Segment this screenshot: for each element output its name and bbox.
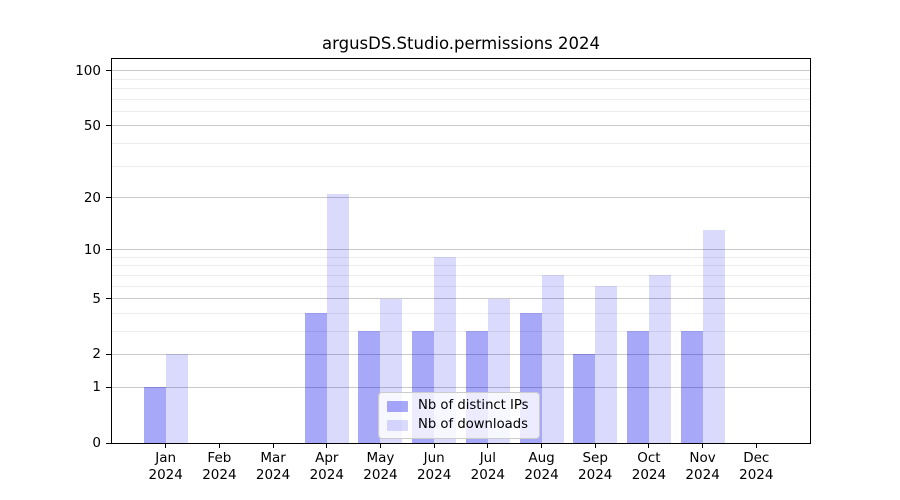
y-tick-label: 10	[83, 241, 101, 258]
bar-distinct-ips-apr	[304, 313, 327, 443]
legend-label-downloads: Nb of downloads	[418, 417, 528, 432]
bar-distinct-ips-may	[358, 331, 381, 443]
plot-area: Nb of distinct IPs Nb of downloads	[111, 58, 811, 444]
legend: Nb of distinct IPs Nb of downloads	[378, 392, 540, 439]
bar-downloads-oct	[648, 275, 671, 443]
y-tick-label: 0	[92, 435, 101, 451]
minor-gridline	[112, 111, 810, 113]
x-tick-mark	[702, 444, 704, 448]
major-gridline	[112, 386, 810, 388]
x-tick-mark	[541, 444, 543, 448]
legend-item-downloads: Nb of downloads	[387, 417, 529, 433]
x-tick-label: Jun 2024	[416, 450, 452, 483]
minor-gridline	[112, 143, 810, 145]
major-gridline	[112, 125, 810, 127]
x-tick-mark	[433, 444, 435, 448]
x-tick-label: Apr 2024	[309, 450, 344, 483]
x-tick-mark	[594, 444, 596, 448]
x-tick-label: Aug 2024	[524, 450, 559, 483]
major-gridline	[112, 249, 810, 251]
minor-gridline	[112, 265, 810, 267]
major-gridline	[112, 70, 810, 72]
x-tick-mark	[379, 444, 381, 448]
chart-title: argusDS.Studio.permissions 2024	[321, 34, 600, 53]
minor-gridline	[112, 274, 810, 276]
bar-downloads-apr	[326, 193, 349, 443]
bar-distinct-ips-jan	[143, 387, 166, 443]
major-gridline	[112, 298, 810, 300]
y-tick-label: 20	[83, 189, 101, 206]
x-tick-label: May 2024	[363, 450, 398, 483]
y-tick-label: 1	[92, 379, 101, 396]
x-tick-label: Mar 2024	[255, 450, 291, 483]
y-tick-label: 2	[92, 346, 101, 363]
bar-distinct-ips-sep	[573, 354, 596, 443]
bar-downloads-jan	[165, 354, 188, 443]
minor-gridline	[112, 285, 810, 287]
minor-gridline	[112, 78, 810, 80]
bar-distinct-ips-nov	[680, 331, 703, 443]
bar-distinct-ips-oct	[626, 331, 649, 443]
minor-gridline	[112, 330, 810, 332]
x-tick-label: Nov 2024	[685, 450, 720, 483]
x-tick-mark	[165, 444, 167, 448]
legend-item-distinct-ips: Nb of distinct IPs	[387, 398, 529, 414]
minor-gridline	[112, 256, 810, 258]
major-gridline	[112, 197, 810, 198]
x-tick-mark	[218, 444, 220, 448]
x-tick-label: Feb 2024	[202, 450, 237, 483]
x-tick-label: Oct 2024	[631, 450, 667, 483]
x-tick-label: Jul 2024	[470, 450, 506, 483]
x-tick-label: Dec 2024	[739, 450, 774, 483]
y-tick-label: 5	[92, 290, 101, 307]
x-tick-mark	[755, 444, 757, 448]
x-tick-mark	[648, 444, 650, 448]
x-tick-mark	[272, 444, 274, 448]
major-gridline	[112, 353, 810, 355]
x-tick-mark	[326, 444, 328, 448]
y-tick-label: 100	[75, 62, 101, 79]
bar-downloads-sep	[595, 286, 618, 443]
minor-gridline	[112, 98, 810, 100]
y-tick-label: 50	[83, 117, 101, 134]
legend-label-distinct-ips: Nb of distinct IPs	[418, 398, 529, 413]
x-tick-mark	[487, 444, 489, 448]
bar-downloads-nov	[702, 230, 725, 443]
legend-swatch-downloads	[387, 419, 408, 431]
x-tick-label: Jan 2024	[148, 450, 183, 483]
bar-downloads-aug	[541, 275, 564, 443]
minor-gridline	[112, 312, 810, 314]
legend-swatch-distinct-ips	[387, 400, 408, 412]
minor-gridline	[112, 165, 810, 167]
minor-gridline	[112, 88, 810, 90]
x-tick-label: Sep 2024	[578, 450, 613, 483]
